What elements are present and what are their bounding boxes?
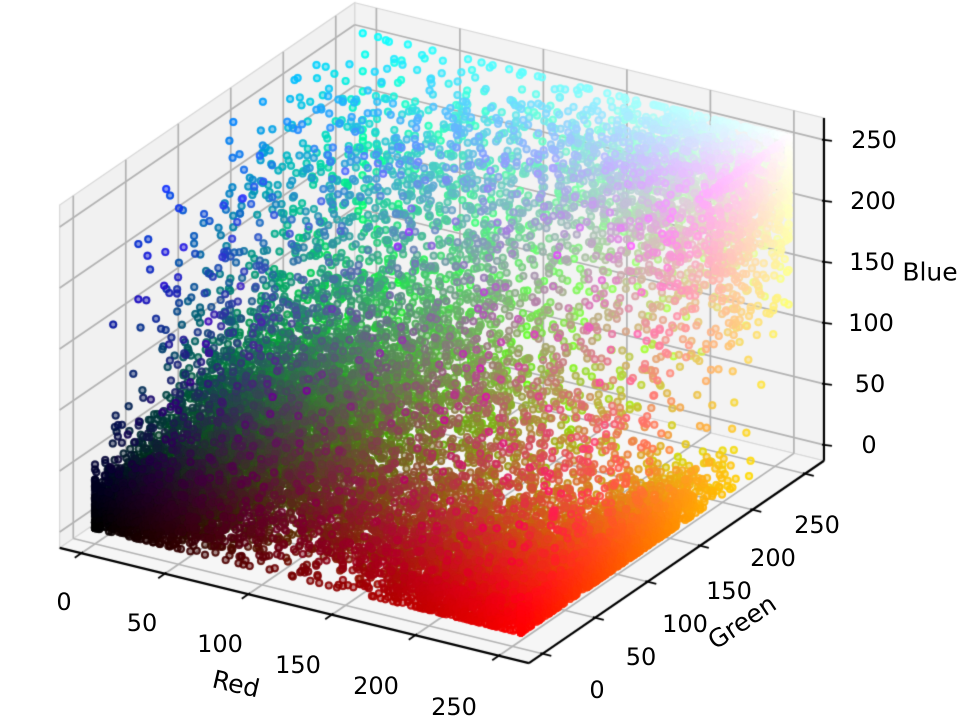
y-axis-tick-label: 50 [625, 643, 657, 671]
z-axis-tick-label: 100 [848, 309, 894, 337]
x-axis-tick-label: 0 [56, 588, 72, 616]
z-axis-title: Blue [902, 257, 958, 287]
y-axis-tick-label: 250 [794, 511, 840, 539]
y-axis-tick-label: 200 [750, 544, 796, 572]
y-axis-tick-label: 150 [706, 577, 752, 605]
z-axis-tick-label: 0 [861, 431, 877, 459]
z-axis-tick-label: 150 [849, 248, 895, 276]
z-axis-tick-label: 50 [854, 370, 886, 398]
y-axis-tick-label: 100 [662, 610, 708, 638]
z-axis-tick-label: 250 [851, 126, 897, 154]
y-axis-tick-label: 0 [589, 676, 605, 704]
x-axis-tick-label: 250 [431, 693, 477, 721]
x-axis-tick-label: 200 [353, 672, 399, 700]
x-axis-tick-label: 50 [126, 609, 158, 637]
x-axis-tick-label: 150 [275, 651, 321, 679]
z-axis-tick-label: 200 [850, 187, 896, 215]
x-axis-tick-label: 100 [197, 630, 243, 658]
